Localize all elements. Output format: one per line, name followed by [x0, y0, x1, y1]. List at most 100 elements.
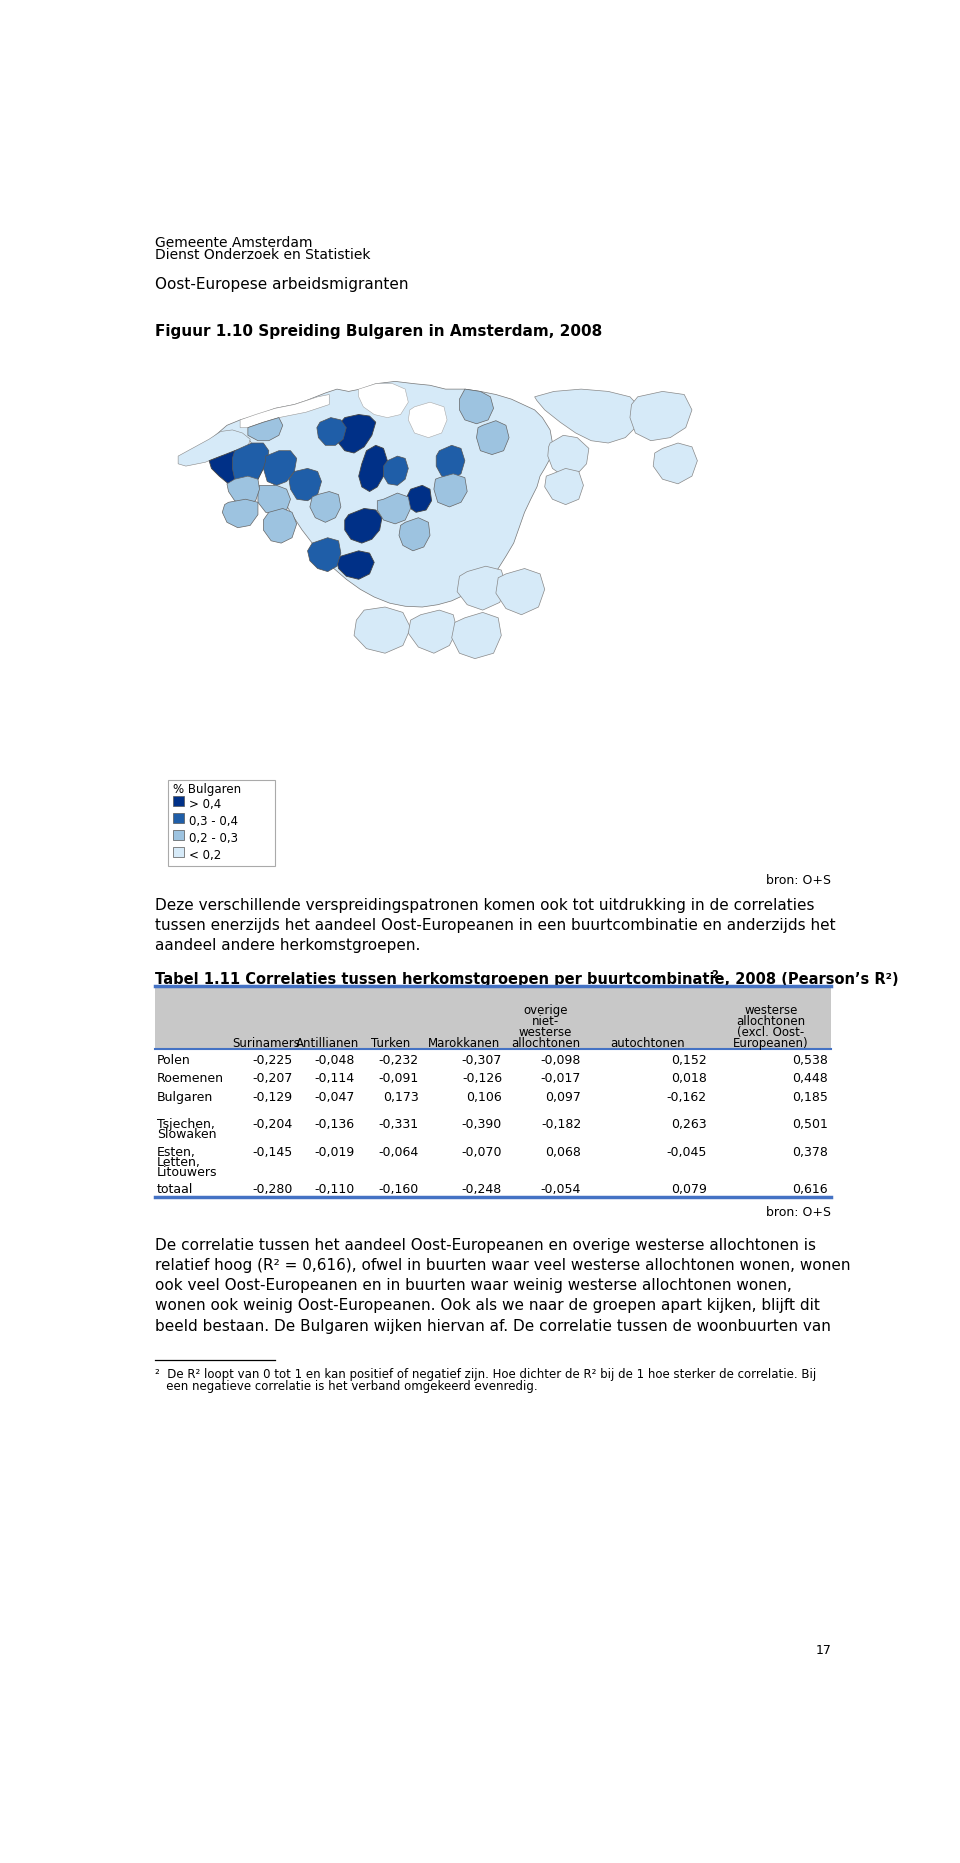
Polygon shape [535, 389, 641, 443]
Text: overige: overige [523, 1004, 567, 1017]
Polygon shape [377, 494, 411, 524]
Text: 0,152: 0,152 [671, 1054, 707, 1067]
Text: ook veel Oost-Europeanen en in buurten waar weinig westerse allochtonen wonen,: ook veel Oost-Europeanen en in buurten w… [155, 1278, 792, 1293]
Polygon shape [232, 443, 269, 486]
Text: 17: 17 [816, 1645, 831, 1658]
Polygon shape [317, 417, 347, 445]
Text: -0,017: -0,017 [540, 1071, 581, 1084]
Text: 0,378: 0,378 [792, 1146, 828, 1159]
Text: -0,114: -0,114 [315, 1071, 355, 1084]
Text: -0,248: -0,248 [462, 1183, 502, 1196]
Text: Figuur 1.10 Spreiding Bulgaren in Amsterdam, 2008: Figuur 1.10 Spreiding Bulgaren in Amster… [155, 324, 602, 339]
Text: De correlatie tussen het aandeel Oost-Europeanen en overige westerse allochtonen: De correlatie tussen het aandeel Oost-Eu… [155, 1239, 816, 1254]
Text: Gemeente Amsterdam: Gemeente Amsterdam [155, 237, 312, 250]
Polygon shape [359, 384, 408, 417]
Text: een negatieve correlatie is het verband omgekeerd evenredig.: een negatieve correlatie is het verband … [155, 1380, 538, 1394]
Polygon shape [209, 447, 266, 486]
Bar [155, 986, 831, 1049]
Text: allochtonen: allochtonen [511, 1036, 580, 1049]
Text: Oost-Europese arbeidsmigranten: Oost-Europese arbeidsmigranten [155, 278, 408, 292]
Text: 0,501: 0,501 [792, 1118, 828, 1131]
Text: -0,070: -0,070 [462, 1146, 502, 1159]
Polygon shape [307, 538, 341, 572]
Text: beeld bestaan. De Bulgaren wijken hiervan af. De correlatie tussen de woonbuurte: beeld bestaan. De Bulgaren wijken hierva… [155, 1319, 830, 1334]
Polygon shape [496, 568, 544, 615]
Text: -0,160: -0,160 [378, 1183, 419, 1196]
Text: -0,091: -0,091 [378, 1071, 419, 1084]
Text: Tsjechen,: Tsjechen, [157, 1118, 215, 1131]
Bar [174, 814, 184, 823]
Text: 0,3 - 0,4: 0,3 - 0,4 [189, 814, 238, 827]
Text: 0,185: 0,185 [792, 1090, 828, 1103]
Polygon shape [630, 391, 692, 442]
Text: westerse: westerse [744, 1004, 798, 1017]
Text: -0,054: -0,054 [540, 1183, 581, 1196]
Text: bron: O+S: bron: O+S [766, 874, 831, 887]
Text: 0,106: 0,106 [467, 1090, 502, 1103]
Text: -0,162: -0,162 [666, 1090, 707, 1103]
Text: 0,263: 0,263 [671, 1118, 707, 1131]
Text: Esten,: Esten, [157, 1146, 196, 1159]
Polygon shape [345, 509, 382, 544]
Bar [174, 831, 184, 840]
Polygon shape [436, 445, 465, 479]
Text: relatief hoog (R² = 0,616), ofwel in buurten waar veel westerse allochtonen wone: relatief hoog (R² = 0,616), ofwel in buu… [155, 1258, 851, 1274]
Polygon shape [179, 430, 251, 466]
Text: -0,048: -0,048 [315, 1054, 355, 1067]
Text: Tabel 1.11 Correlaties tussen herkomstgroepen per buurtcombinatie, 2008 (Pearson: Tabel 1.11 Correlaties tussen herkomstgr… [155, 972, 899, 987]
Text: -0,045: -0,045 [666, 1146, 707, 1159]
Text: wonen ook weinig Oost-Europeanen. Ook als we naar de groepen apart kijken, blijf: wonen ook weinig Oost-Europeanen. Ook al… [155, 1299, 820, 1313]
Polygon shape [223, 499, 258, 527]
Text: Polen: Polen [157, 1054, 191, 1067]
Polygon shape [408, 609, 457, 654]
Polygon shape [310, 492, 341, 522]
Text: Dienst Onderzoek en Statistiek: Dienst Onderzoek en Statistiek [155, 248, 371, 263]
Polygon shape [383, 456, 408, 486]
Polygon shape [359, 445, 388, 492]
Polygon shape [263, 509, 297, 544]
Polygon shape [457, 566, 506, 609]
Polygon shape [653, 443, 697, 484]
Text: -0,280: -0,280 [252, 1183, 293, 1196]
Text: 0,616: 0,616 [792, 1183, 828, 1196]
Text: 0,097: 0,097 [545, 1090, 581, 1103]
Text: -0,129: -0,129 [252, 1090, 293, 1103]
Text: niet-: niet- [532, 1015, 559, 1028]
Text: Slowaken: Slowaken [157, 1129, 217, 1142]
Text: bron: O+S: bron: O+S [766, 1205, 831, 1218]
Text: (excl. Oost-: (excl. Oost- [737, 1027, 804, 1040]
Text: Litouwers: Litouwers [157, 1166, 218, 1179]
Polygon shape [354, 607, 411, 654]
Text: Marokkanen: Marokkanen [428, 1036, 500, 1049]
Text: < 0,2: < 0,2 [189, 850, 221, 863]
Text: 0,173: 0,173 [383, 1090, 419, 1103]
Polygon shape [240, 395, 329, 428]
Text: -0,307: -0,307 [462, 1054, 502, 1067]
Text: Europeanen): Europeanen) [733, 1036, 809, 1049]
Text: Letten,: Letten, [157, 1157, 201, 1168]
Text: -0,390: -0,390 [462, 1118, 502, 1131]
Polygon shape [399, 518, 430, 551]
Text: -0,047: -0,047 [315, 1090, 355, 1103]
Text: 0,018: 0,018 [671, 1071, 707, 1084]
Text: Roemenen: Roemenen [157, 1071, 225, 1084]
Polygon shape [263, 451, 297, 486]
Text: 0,538: 0,538 [792, 1054, 828, 1067]
Polygon shape [548, 436, 588, 477]
Text: -0,126: -0,126 [462, 1071, 502, 1084]
Text: > 0,4: > 0,4 [189, 797, 221, 810]
Text: 0,079: 0,079 [671, 1183, 707, 1196]
Polygon shape [476, 421, 509, 455]
Bar [174, 797, 184, 807]
Bar [174, 848, 184, 857]
Polygon shape [460, 389, 493, 423]
Text: -0,064: -0,064 [378, 1146, 419, 1159]
Text: allochtonen: allochtonen [736, 1015, 805, 1028]
Text: -0,110: -0,110 [315, 1183, 355, 1196]
Text: westerse: westerse [518, 1027, 572, 1040]
Text: 0,448: 0,448 [792, 1071, 828, 1084]
Polygon shape [408, 402, 447, 438]
Text: -0,182: -0,182 [540, 1118, 581, 1131]
Text: ²  De R² loopt van 0 tot 1 en kan positief of negatief zijn. Hoe dichter de R² b: ² De R² loopt van 0 tot 1 en kan positie… [155, 1367, 816, 1380]
Text: Surinamers: Surinamers [231, 1036, 300, 1049]
